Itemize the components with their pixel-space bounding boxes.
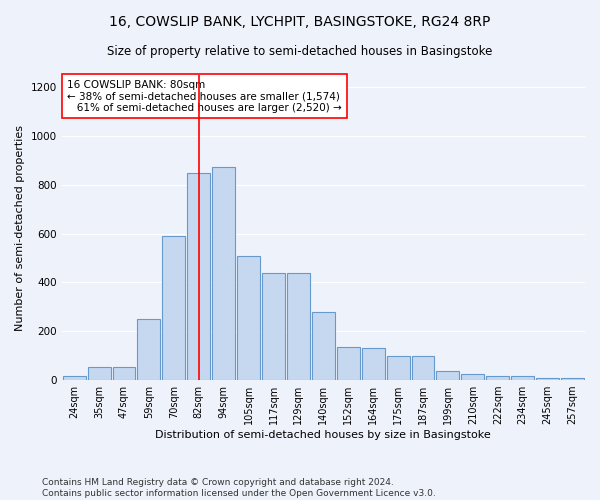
- Bar: [88, 366, 110, 380]
- Text: 16, COWSLIP BANK, LYCHPIT, BASINGSTOKE, RG24 8RP: 16, COWSLIP BANK, LYCHPIT, BASINGSTOKE, …: [109, 15, 491, 29]
- Bar: [362, 348, 385, 380]
- Bar: [337, 347, 360, 380]
- Text: 16 COWSLIP BANK: 80sqm
← 38% of semi-detached houses are smaller (1,574)
   61% : 16 COWSLIP BANK: 80sqm ← 38% of semi-det…: [67, 80, 341, 113]
- Bar: [237, 256, 260, 380]
- Bar: [262, 272, 285, 380]
- Text: Contains HM Land Registry data © Crown copyright and database right 2024.
Contai: Contains HM Land Registry data © Crown c…: [42, 478, 436, 498]
- Bar: [287, 272, 310, 380]
- Bar: [436, 371, 460, 380]
- Bar: [312, 312, 335, 380]
- Bar: [487, 376, 509, 380]
- Bar: [386, 356, 410, 380]
- Bar: [212, 166, 235, 380]
- Bar: [163, 236, 185, 380]
- Bar: [187, 172, 210, 380]
- Bar: [536, 378, 559, 380]
- Bar: [137, 319, 160, 380]
- X-axis label: Distribution of semi-detached houses by size in Basingstoke: Distribution of semi-detached houses by …: [155, 430, 491, 440]
- Bar: [62, 376, 86, 380]
- Bar: [113, 366, 136, 380]
- Bar: [461, 374, 484, 380]
- Bar: [511, 376, 534, 380]
- Bar: [561, 378, 584, 380]
- Bar: [412, 356, 434, 380]
- Y-axis label: Number of semi-detached properties: Number of semi-detached properties: [15, 124, 25, 330]
- Text: Size of property relative to semi-detached houses in Basingstoke: Size of property relative to semi-detach…: [107, 45, 493, 58]
